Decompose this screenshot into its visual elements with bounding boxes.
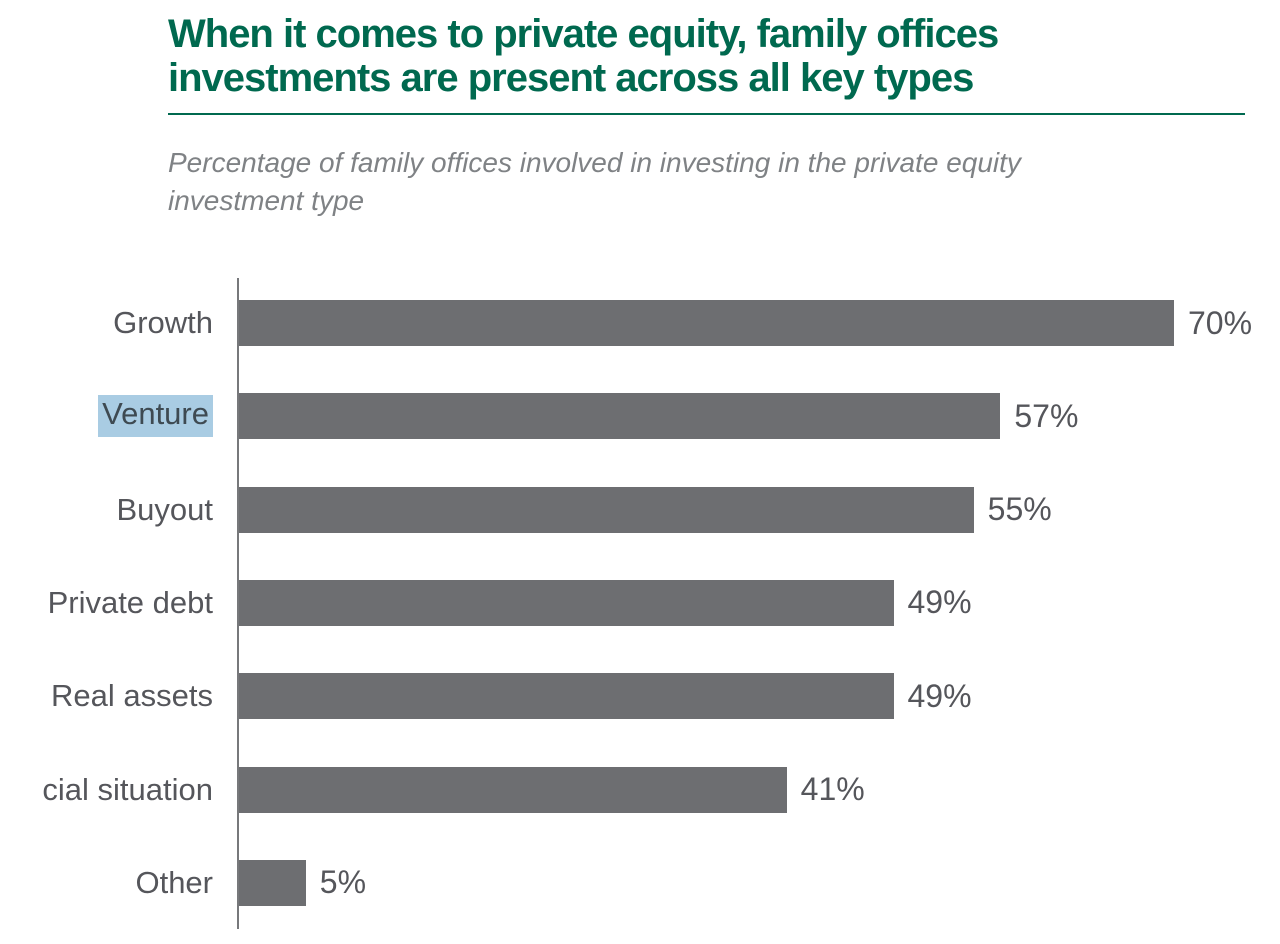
category-label-text: Private debt	[47, 584, 213, 620]
category-label-text: Growth	[113, 305, 213, 340]
bar-row: cial situation 41%	[0, 766, 1280, 813]
category-label: Venture	[0, 393, 213, 439]
bar-row: Growth 70%	[0, 300, 1280, 346]
bar-row: Private debt 49%	[0, 579, 1280, 626]
bar	[239, 766, 787, 813]
bar-row: Real assets 49%	[0, 673, 1280, 720]
category-label: cial situation	[0, 767, 213, 813]
value-label: 49%	[907, 677, 972, 714]
highlighted-category-label: Venture	[98, 395, 213, 438]
bar	[239, 579, 894, 626]
bar-row: Venture 57%	[0, 393, 1280, 440]
category-label-text: Real assets	[51, 678, 213, 714]
page-title-line-2: investments are present across all key t…	[168, 56, 974, 100]
chart-subtitle-line-2: investment type	[168, 185, 365, 216]
chart-subtitle-line-1: Percentage of family offices involved in…	[168, 147, 1021, 178]
category-label: Private debt	[0, 580, 213, 626]
category-label: Other	[0, 860, 213, 906]
bar	[239, 300, 1174, 346]
category-label-text: Buyout	[116, 491, 213, 527]
page-title-line-1: When it comes to private equity, family …	[168, 12, 999, 56]
category-label: Growth	[0, 300, 213, 346]
bar	[239, 393, 1001, 440]
bar-row: Other 5%	[0, 859, 1280, 906]
title-underline	[168, 113, 1245, 115]
value-label: 41%	[800, 771, 865, 808]
y-axis-line	[237, 278, 239, 929]
value-label: 55%	[987, 491, 1052, 528]
value-label: 70%	[1188, 304, 1253, 341]
category-label: Real assets	[0, 673, 213, 719]
category-label: Buyout	[0, 487, 213, 533]
category-label-text: cial situation	[42, 771, 213, 807]
value-label: 5%	[319, 864, 367, 901]
page-title: When it comes to private equity, family …	[168, 12, 1253, 100]
value-label: 49%	[907, 584, 972, 621]
bar-chart: Growth 70% Venture 57% Buyout 55% Private debt…	[0, 278, 1280, 944]
bar-row: Buyout 55%	[0, 486, 1280, 533]
bar	[239, 859, 306, 906]
bar	[239, 673, 894, 720]
bar	[239, 486, 974, 533]
value-label: 57%	[1014, 397, 1079, 434]
category-label-text: Other	[135, 864, 213, 900]
chart-subtitle: Percentage of family offices involved in…	[168, 144, 1228, 220]
